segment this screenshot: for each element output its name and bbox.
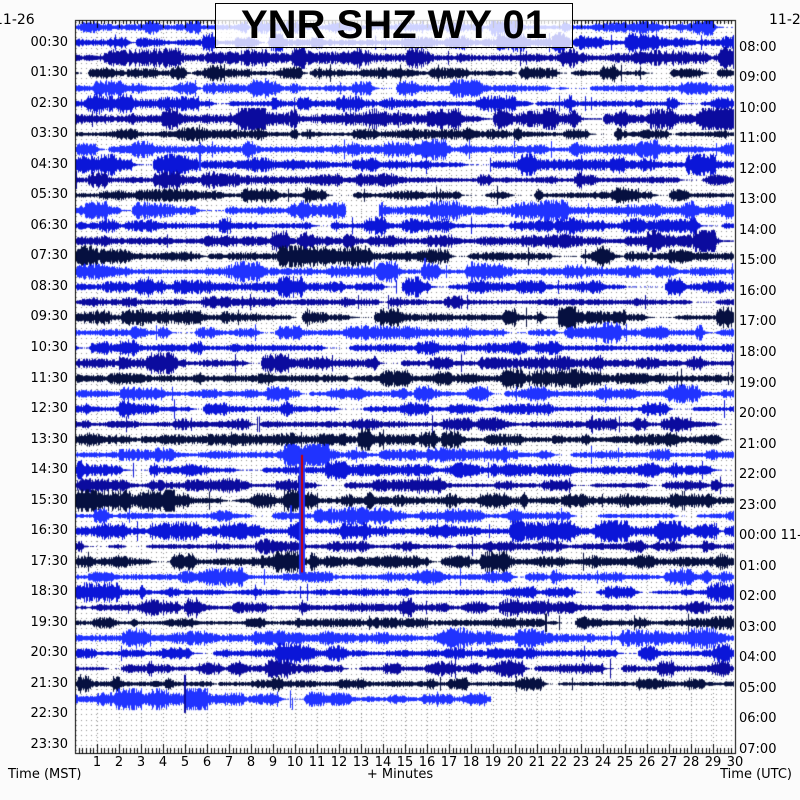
minute-tick-label: 23: [572, 755, 590, 770]
minute-tick-label: 13: [352, 755, 370, 770]
left-time-label: 00:30: [30, 34, 68, 50]
minute-tick-label: 30: [726, 755, 744, 770]
left-time-label: 04:30: [30, 156, 68, 172]
minute-tick-label: 16: [418, 755, 436, 770]
left-time-label: 03:30: [30, 126, 68, 142]
minute-tick-label: 7: [224, 755, 234, 770]
right-time-label: 12:00: [739, 161, 777, 177]
left-time-label: 19:30: [30, 614, 68, 630]
left-time-label: 09:30: [30, 309, 68, 325]
station-title-box: YNR SHZ WY 01: [215, 3, 573, 48]
minute-tick-label: 26: [638, 755, 656, 770]
minute-tick-label: 9: [268, 755, 278, 770]
left-time-label: 14:30: [30, 462, 68, 478]
right-time-label: 07:00: [739, 741, 777, 757]
left-time-label: 16:30: [30, 523, 68, 539]
left-time-label: 01:30: [30, 65, 68, 81]
left-time-label: 05:30: [30, 187, 68, 203]
right-time-label: 18:00: [739, 344, 777, 360]
minute-tick-label: 20: [506, 755, 524, 770]
minute-tick-label: 24: [594, 755, 612, 770]
right-time-label: 17:00: [739, 314, 777, 330]
right-time-label: 20:00: [739, 406, 777, 422]
right-time-label: 13:00: [739, 192, 777, 208]
minute-tick-label: 29: [704, 755, 722, 770]
right-time-label: 22:00: [739, 467, 777, 483]
left-time-label: 21:30: [30, 675, 68, 691]
right-time-label: 01:00: [739, 558, 777, 574]
right-time-label: 10:00: [739, 100, 777, 116]
date-label-top-right: 11-26: [769, 12, 800, 28]
minute-tick-label: 25: [616, 755, 634, 770]
minute-tick-label: 27: [660, 755, 678, 770]
right-time-label: 16:00: [739, 283, 777, 299]
right-time-label: 00:00 11-27: [739, 528, 800, 544]
right-time-label: 23:00: [739, 497, 777, 513]
minute-tick-label: 18: [462, 755, 480, 770]
right-time-label: 04:00: [739, 650, 777, 666]
minute-tick-label: 10: [286, 755, 304, 770]
left-time-label: 02:30: [30, 95, 68, 111]
right-time-label: 15:00: [739, 253, 777, 269]
minute-tick-label: 4: [158, 755, 168, 770]
minute-tick-label: 19: [484, 755, 502, 770]
minute-tick-label: 6: [202, 755, 212, 770]
minute-tick-label: 15: [396, 755, 414, 770]
right-time-label: 09:00: [739, 70, 777, 86]
right-time-label: 19:00: [739, 375, 777, 391]
left-time-label: 06:30: [30, 217, 68, 233]
axis-caption-time-utc: Time (UTC): [720, 767, 792, 782]
right-time-label: 02:00: [739, 589, 777, 605]
right-time-label: 03:00: [739, 619, 777, 635]
left-time-label: 13:30: [30, 431, 68, 447]
left-time-label: 22:30: [30, 706, 68, 722]
minute-tick-label: 14: [374, 755, 392, 770]
left-time-label: 11:30: [30, 370, 68, 386]
minute-tick-label: 5: [180, 755, 190, 770]
date-label-top-left: 11-26: [0, 12, 35, 28]
minute-tick-label: 12: [330, 755, 348, 770]
minute-tick-label: 17: [440, 755, 458, 770]
left-time-label: 08:30: [30, 278, 68, 294]
left-time-label: 18:30: [30, 584, 68, 600]
axis-caption-minutes: + Minutes: [366, 767, 434, 782]
right-time-label: 14:00: [739, 222, 777, 238]
right-time-label: 11:00: [739, 131, 777, 147]
right-time-label: 06:00: [739, 711, 777, 727]
minute-tick-label: 3: [136, 755, 146, 770]
minute-tick-label: 11: [308, 755, 326, 770]
right-time-label: 05:00: [739, 680, 777, 696]
left-time-label: 12:30: [30, 401, 68, 417]
left-time-label: 15:30: [30, 492, 68, 508]
left-time-label: 10:30: [30, 339, 68, 355]
minute-tick-label: 8: [246, 755, 256, 770]
left-time-label: 17:30: [30, 553, 68, 569]
left-time-label: 23:30: [30, 736, 68, 752]
station-title: YNR SHZ WY 01: [241, 3, 547, 47]
axis-caption-time-mst: Time (MST): [8, 767, 82, 782]
minute-tick-label: 2: [114, 755, 124, 770]
left-time-label: 07:30: [30, 248, 68, 264]
left-time-label: 20:30: [30, 645, 68, 661]
minute-tick-label: 1: [92, 755, 102, 770]
right-time-label: 21:00: [739, 436, 777, 452]
minute-tick-label: 28: [682, 755, 700, 770]
minute-tick-label: 21: [528, 755, 546, 770]
right-time-label: 08:00: [739, 39, 777, 55]
minute-tick-label: 22: [550, 755, 568, 770]
